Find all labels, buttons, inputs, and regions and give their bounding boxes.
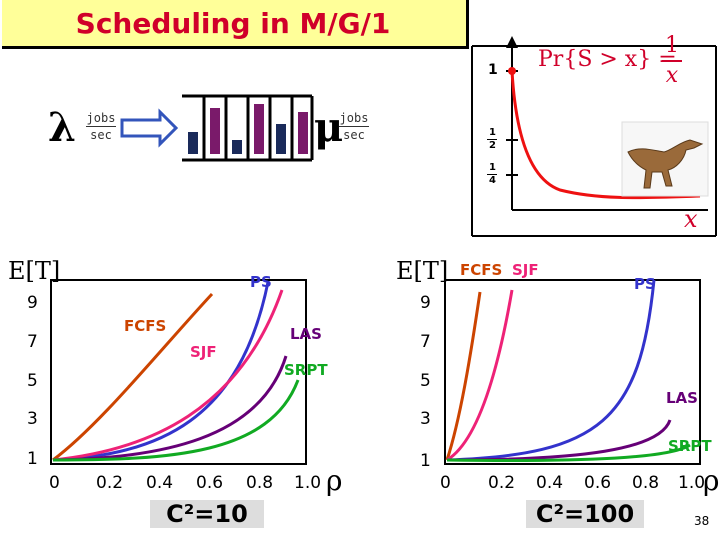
left-x-tick-0.8: 0.8 <box>246 473 274 493</box>
right-x-tick-0.2: 0.2 <box>488 473 516 493</box>
left-y-tick-7: 7 <box>27 332 38 352</box>
left-x-label-rho: ρ <box>326 464 343 497</box>
right-label-SJF: SJF <box>512 261 539 279</box>
left-curve-SJF <box>52 289 284 462</box>
queued-job-1 <box>188 132 198 154</box>
page-number: 38 <box>694 514 710 528</box>
left-curve-PS <box>52 281 270 462</box>
right-x-label-rho: ρ <box>703 464 720 497</box>
dinosaur-icon <box>621 121 709 197</box>
queued-job-6 <box>298 112 308 154</box>
tail-y-tick-half-num: 1 <box>489 127 496 138</box>
right-x-tick-1.0: 1.0 <box>678 473 706 493</box>
tail-formula-denominator: x <box>665 63 679 88</box>
left-y-tick-5: 5 <box>27 371 38 391</box>
title-banner <box>2 0 469 49</box>
right-x-tick-0.6: 0.6 <box>584 473 612 493</box>
right-y-tick-9: 9 <box>420 293 431 313</box>
right-x-tick-0.4: 0.4 <box>536 473 564 493</box>
left-y-tick-9: 9 <box>27 293 38 313</box>
tail-curve <box>508 67 701 200</box>
right-y-tick-1: 1 <box>420 451 431 471</box>
left-x-tick-0.2: 0.2 <box>96 473 124 493</box>
left-label-LAS: LAS <box>290 325 322 343</box>
left-y-tick-3: 3 <box>27 409 38 429</box>
right-chart-frame <box>444 279 701 465</box>
arrival-unit-numerator: jobs <box>86 111 116 125</box>
right-y-tick-7: 7 <box>420 332 431 352</box>
left-label-FCFS: FCFS <box>124 317 167 335</box>
tail-y-tick-half-den: 2 <box>489 140 496 151</box>
right-caption: C²=100 <box>526 500 644 528</box>
right-curve-LAS <box>446 419 672 462</box>
left-curve-LAS <box>52 355 288 462</box>
left-curve-SRPT <box>52 379 300 462</box>
right-label-FCFS: FCFS <box>460 261 503 279</box>
tail-y-tick-1: 1 <box>488 62 498 78</box>
right-label-PS: PS <box>634 275 656 293</box>
left-x-tick-0.4: 0.4 <box>146 473 174 493</box>
service-unit-fraction-bar <box>339 126 369 127</box>
left-label-SRPT: SRPT <box>284 361 328 379</box>
tail-formula-left: Pr{S > x} = <box>538 47 677 72</box>
queue-buffer <box>182 94 314 162</box>
tail-formula-fraction-bar <box>662 60 682 62</box>
arrival-unit-denominator: sec <box>90 128 112 142</box>
right-y-tick-5: 5 <box>420 371 431 391</box>
right-curve-SRPT <box>446 443 691 462</box>
left-x-tick-0.6: 0.6 <box>196 473 224 493</box>
left-caption: C²=10 <box>150 500 264 528</box>
lambda-symbol: λ <box>48 104 77 151</box>
queued-job-3 <box>232 140 242 154</box>
right-chart-y-title: E[T] <box>396 257 449 285</box>
left-chart-frame <box>50 279 307 465</box>
right-x-tick-0: 0 <box>440 473 451 493</box>
right-curve-PS <box>446 279 656 462</box>
right-curve-SJF <box>446 289 514 462</box>
tail-y-tick-half-bar <box>487 139 497 140</box>
arrival-unit-fraction-bar <box>86 126 116 127</box>
left-curve-FCFS <box>52 292 214 462</box>
tail-y-tick-quarter-den: 4 <box>489 175 496 186</box>
service-unit-denominator: sec <box>343 128 365 142</box>
tail-y-tick-quarter-bar <box>487 174 497 175</box>
left-y-tick-1: 1 <box>27 449 38 469</box>
left-x-tick-0: 0 <box>49 473 60 493</box>
tail-formula-numerator: 1 <box>665 33 679 58</box>
right-curve-FCFS <box>445 291 482 461</box>
service-unit-numerator: jobs <box>339 111 369 125</box>
left-chart-y-title: E[T] <box>8 257 61 285</box>
left-x-tick-1.0: 1.0 <box>294 473 322 493</box>
arrival-arrow-icon <box>120 108 179 148</box>
left-label-SJF: SJF <box>190 343 217 361</box>
mu-symbol: μ <box>314 104 344 151</box>
tail-x-label: x <box>684 205 698 233</box>
slide-title: Scheduling in M/G/1 <box>75 7 391 40</box>
tail-y-axis <box>506 36 518 210</box>
right-label-SRPT: SRPT <box>668 437 712 455</box>
right-y-tick-3: 3 <box>420 409 431 429</box>
queued-job-2 <box>210 108 220 154</box>
queued-job-4 <box>254 104 264 154</box>
left-label-PS: PS <box>250 273 272 291</box>
right-label-LAS: LAS <box>666 389 698 407</box>
tail-y-tick-quarter-num: 1 <box>489 162 496 173</box>
right-x-tick-0.8: 0.8 <box>632 473 660 493</box>
queued-job-5 <box>276 124 286 154</box>
